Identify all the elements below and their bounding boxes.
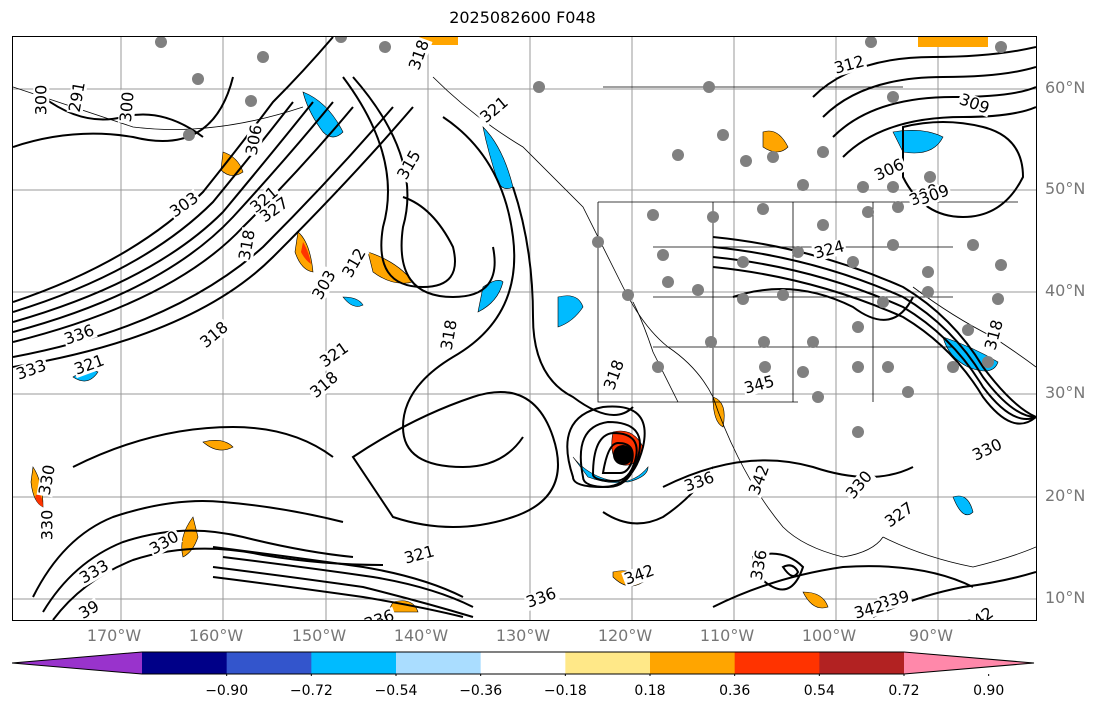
lon-label-90w: 90°W	[908, 626, 954, 645]
storm-center-marker	[613, 445, 633, 465]
map-title: 2025082600 F048	[449, 8, 596, 27]
colorbar-segment	[396, 652, 482, 674]
lat-label-60n: 60°N	[1045, 78, 1086, 97]
coastlines	[13, 76, 1036, 568]
colorbar-segment	[311, 652, 397, 674]
contour-label: 300	[115, 90, 138, 124]
colorbar-tick-label: 0.90	[973, 683, 1005, 699]
colorbar-segment	[226, 652, 312, 674]
colorbar-extend-low	[12, 652, 142, 674]
colorbar-tick-label: 0.18	[634, 683, 666, 699]
colorbar-tick-label: −0.54	[374, 683, 418, 699]
lon-label-130w: 130°W	[495, 626, 551, 645]
colorbar-tick-label: 0.54	[803, 683, 835, 699]
station-dots	[155, 37, 1007, 438]
colorbar-segment	[734, 652, 820, 674]
colorbar-tick-label: −0.90	[205, 683, 249, 699]
colorbar-outline	[12, 651, 1035, 675]
lat-label-20n: 20°N	[1045, 486, 1086, 505]
colorbar-tick-label: −0.72	[289, 683, 333, 699]
map-panel: 2913003003033033063093093123123153183183…	[12, 36, 1037, 621]
lat-label-50n: 50°N	[1045, 179, 1086, 198]
colorbar-tick-label: −0.18	[543, 683, 587, 699]
colorbar-tick-label: 0.36	[719, 683, 751, 699]
lat-label-10n: 10°N	[1045, 588, 1086, 607]
lon-label-120w: 120°W	[597, 626, 653, 645]
colorbar-segment	[142, 652, 228, 674]
lat-label-30n: 30°N	[1045, 383, 1086, 402]
colorbar-segment	[819, 652, 905, 674]
lat-label-40n: 40°N	[1045, 281, 1086, 300]
contour-label: 330	[37, 508, 57, 542]
lon-label-140w: 140°W	[393, 626, 449, 645]
lon-label-150w: 150°W	[291, 626, 347, 645]
colorbar	[12, 651, 1035, 676]
shaded-field	[30, 37, 999, 613]
lon-label-170w: 170°W	[86, 626, 142, 645]
lon-label-110w: 110°W	[699, 626, 755, 645]
colorbar-tick-label: 0.72	[888, 683, 920, 699]
colorbar-segment	[480, 652, 566, 674]
lon-label-100w: 100°W	[801, 626, 857, 645]
colorbar-extend-high	[904, 652, 1034, 674]
contour-label: 300	[31, 83, 51, 117]
colorbar-segment	[650, 652, 736, 674]
colorbar-segment	[565, 652, 651, 674]
colorbar-tick-label: −0.36	[459, 683, 503, 699]
lon-label-160w: 160°W	[188, 626, 244, 645]
